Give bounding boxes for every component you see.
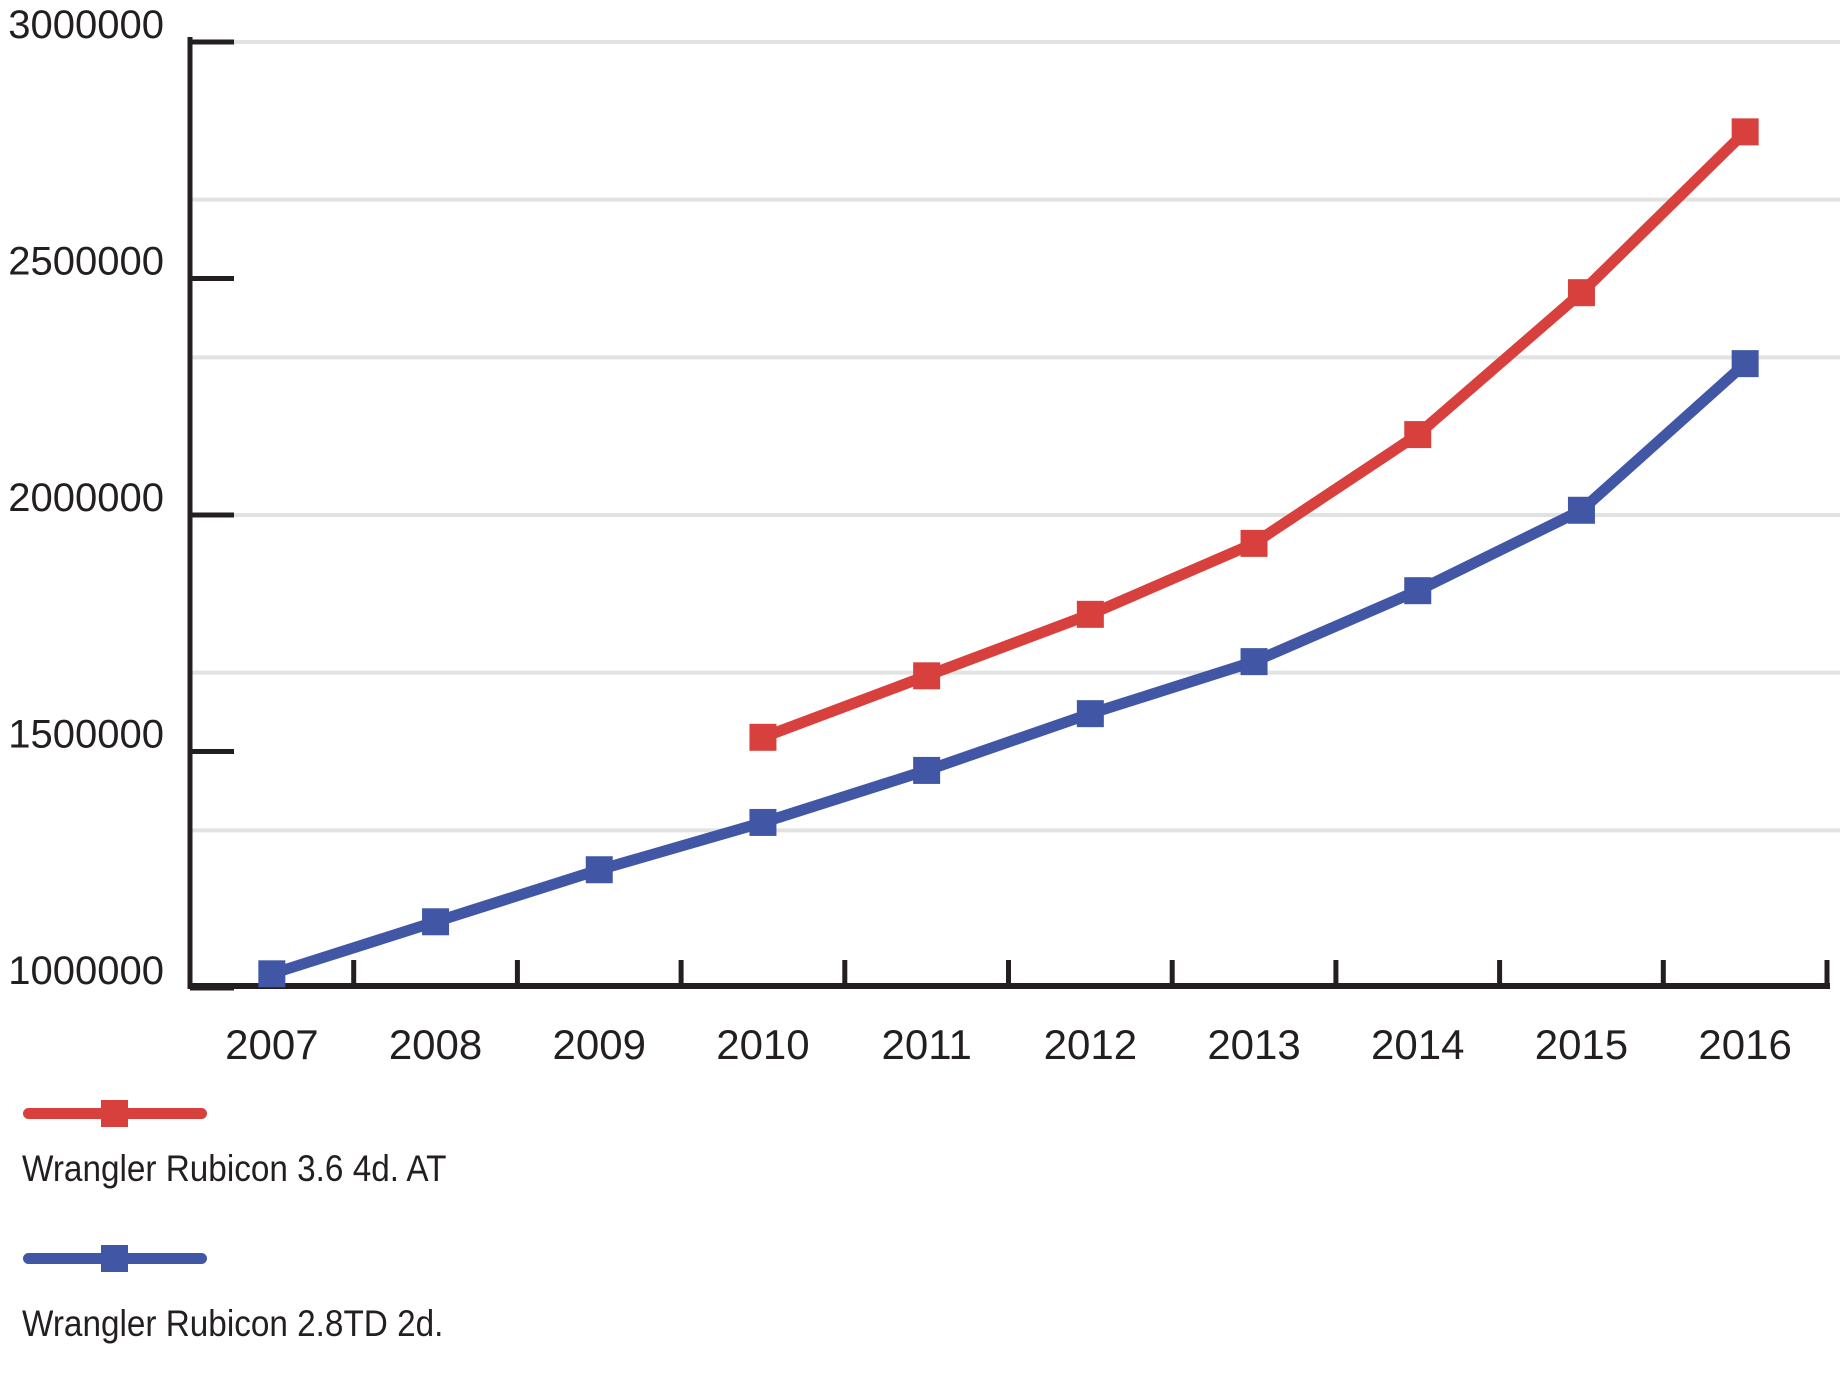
x-tick-label: 2009	[553, 1021, 646, 1068]
data-point-marker	[258, 960, 286, 988]
y-tick-label: 1000000	[8, 949, 164, 993]
x-tick-label: 2014	[1371, 1021, 1464, 1068]
data-point-marker	[1076, 600, 1104, 628]
data-point-marker	[1240, 648, 1268, 676]
data-point-marker	[1240, 529, 1268, 557]
x-tick-label: 2010	[716, 1021, 809, 1068]
y-tick-label: 3000000	[8, 3, 164, 47]
x-tick-label: 2012	[1044, 1021, 1137, 1068]
x-tick-label: 2008	[389, 1021, 482, 1068]
data-point-marker	[1567, 496, 1595, 524]
series-line	[270, 359, 1749, 980]
data-point-marker	[1567, 279, 1595, 307]
data-point-marker	[749, 808, 777, 836]
x-tick-label: 2015	[1535, 1021, 1628, 1068]
data-point-marker	[585, 856, 613, 884]
data-point-marker	[913, 756, 941, 784]
data-point-marker	[1404, 421, 1432, 449]
data-point-marker	[749, 723, 777, 751]
series-line	[761, 127, 1750, 743]
data-point-marker	[1731, 350, 1759, 378]
x-tick-label: 2016	[1698, 1021, 1791, 1068]
x-tick-label: 2011	[881, 1021, 971, 1068]
data-point-marker	[913, 662, 941, 690]
y-tick-label: 2000000	[8, 476, 164, 520]
x-tick-label: 2013	[1207, 1021, 1300, 1068]
x-tick-label: 2007	[225, 1021, 318, 1068]
y-tick-label: 1500000	[8, 713, 164, 757]
y-tick-label: 2500000	[8, 240, 164, 284]
data-point-marker	[1076, 700, 1104, 728]
data-point-marker	[422, 908, 450, 936]
data-point-marker	[1731, 118, 1759, 146]
data-point-marker	[1404, 577, 1432, 605]
